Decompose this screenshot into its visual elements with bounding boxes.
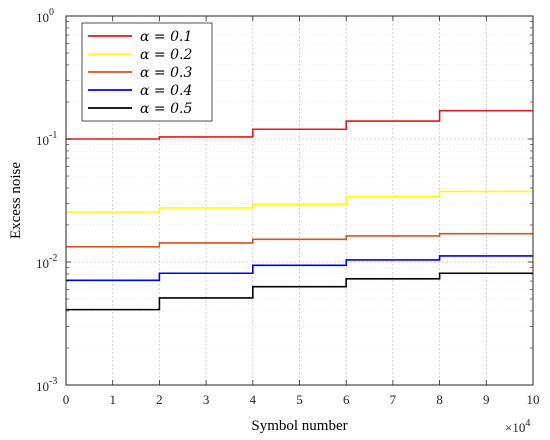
y-tick-label: 10-1 (36, 130, 57, 148)
x-tick-label: 2 (156, 392, 163, 407)
legend-label: α = 0.3 (140, 65, 192, 81)
x-tick-label: 7 (390, 392, 397, 407)
series-line (66, 272, 533, 311)
x-tick-label: 9 (483, 392, 490, 407)
x-axis-label: Symbol number (251, 418, 347, 434)
x-tick-label: 5 (296, 392, 303, 407)
x-tick-label: 4 (250, 392, 257, 407)
series-line (66, 109, 533, 140)
x-tick-label: 3 (203, 392, 210, 407)
x-tick-label: 0 (63, 392, 70, 407)
x-tick-label: 1 (109, 392, 116, 407)
y-tick-label: 10-2 (36, 253, 57, 271)
legend-label: α = 0.1 (140, 29, 192, 45)
legend: α = 0.1 α = 0.2 α = 0.3 α = 0.4 α = 0.5 (81, 22, 213, 122)
x-multiplier-exponent: 4 (525, 418, 530, 429)
x-tick-label: 6 (343, 392, 350, 407)
legend-label: α = 0.4 (140, 83, 192, 99)
series-line (66, 190, 533, 213)
series-line (66, 232, 533, 248)
x-tick-label: 8 (436, 392, 443, 407)
legend-label: α = 0.2 (140, 47, 192, 63)
legend-label: α = 0.5 (140, 101, 192, 117)
x-tick-label: 10 (527, 392, 540, 407)
y-axis-label: Excess noise (8, 162, 24, 239)
x-multiplier-base: ×10 (505, 420, 525, 435)
axis-ticks: 0 1 2 3 4 5 6 7 8 9 10 10-3 10-2 10-1 100 (36, 7, 540, 407)
series-line (66, 255, 533, 282)
y-tick-label: 10-3 (36, 376, 57, 394)
series-lines (66, 109, 533, 311)
x-multiplier: ×104 (505, 418, 530, 435)
y-tick-label: 100 (36, 7, 54, 25)
